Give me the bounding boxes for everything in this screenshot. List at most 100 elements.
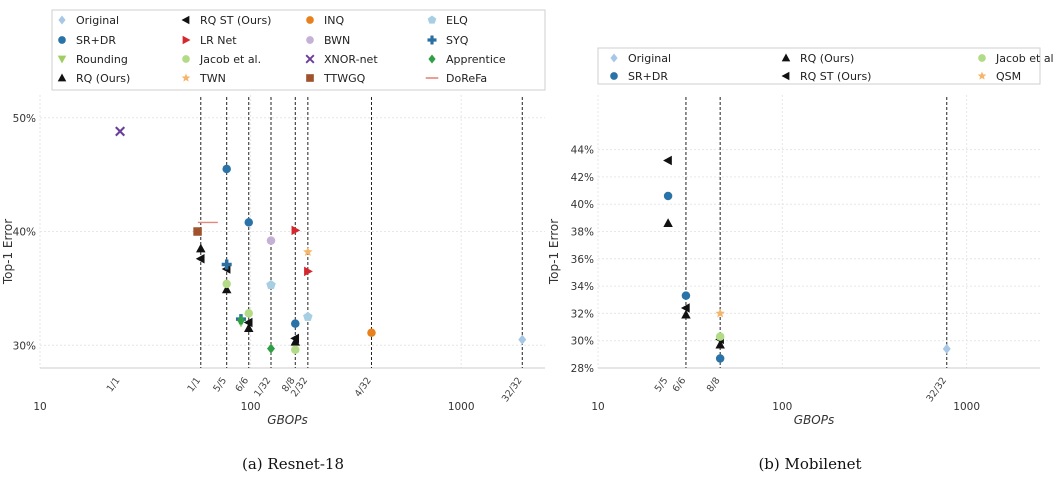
x-axis-title: GBOPs xyxy=(267,413,307,427)
legend-marker-original xyxy=(58,15,66,25)
legend-label-sr-dr: SR+DR xyxy=(76,34,116,47)
point-rq-st-ours xyxy=(195,254,205,264)
legend-marker-qsm xyxy=(977,71,987,80)
y-tick-label: 50% xyxy=(13,113,36,125)
point-rq-st-ours xyxy=(243,317,253,328)
bitwidth-label: 8/8 xyxy=(705,375,723,394)
bitwidth-label: 1/1 xyxy=(105,375,123,394)
legend-marker-elq xyxy=(427,15,437,24)
point-original xyxy=(518,334,527,345)
point-rq-ours xyxy=(663,218,673,228)
legend-label-elq: ELQ xyxy=(446,14,468,27)
y-tick-label: 32% xyxy=(571,308,594,320)
legend-label-original: Original xyxy=(76,14,119,27)
point-jacob-et-al xyxy=(244,309,253,318)
point-twn xyxy=(303,246,313,257)
point-xnor-net xyxy=(115,126,126,137)
legend-marker-inq xyxy=(306,16,314,24)
legend-label-apprentice: Apprentice xyxy=(446,53,506,66)
x-tick-label: 1000 xyxy=(448,401,475,413)
y-axis-title: Top-1 Error xyxy=(547,219,561,285)
legend-marker-original xyxy=(610,53,618,63)
legend-marker-rq-ours xyxy=(781,53,791,62)
legend-label-qsm: QSM xyxy=(996,70,1021,83)
legend: Original SR+DR RQ (Ours) RQ ST (Ours) Jacob … xyxy=(597,47,1054,85)
bitwidth-label: 4/32 xyxy=(353,375,374,399)
y-tick-label: 30% xyxy=(13,340,36,352)
point-apprentice xyxy=(236,315,245,326)
legend-marker-ttwgq xyxy=(306,74,314,82)
legend-marker-rq-ours xyxy=(57,73,67,82)
legend-label-rq-ours: RQ (Ours) xyxy=(800,52,854,65)
y-tick-label: 40% xyxy=(571,199,594,211)
caption-resnet18: (a) Resnet-18 xyxy=(242,455,344,473)
legend-label-rq-st-ours: RQ ST (Ours) xyxy=(200,14,271,27)
legend-label-sr-dr: SR+DR xyxy=(628,70,668,83)
point-rq-ours xyxy=(221,284,232,294)
x-tick-label: 1000 xyxy=(953,401,980,413)
point-rq-st-ours xyxy=(663,155,672,166)
legend-label-twn: TWN xyxy=(199,72,226,85)
data-points xyxy=(663,155,951,363)
point-jacob-et-al xyxy=(222,279,231,289)
point-sr-dr xyxy=(681,291,691,300)
point-sr-dr xyxy=(244,218,253,227)
legend-label-inq: INQ xyxy=(324,14,344,27)
point-original xyxy=(942,343,951,354)
y-tick-label: 42% xyxy=(571,172,594,184)
bitwidth-label: 32/32 xyxy=(924,375,949,404)
bitwidth-label: 5/5 xyxy=(211,375,229,394)
point-apprentice xyxy=(267,343,276,354)
y-tick-label: 38% xyxy=(571,227,594,239)
point-jacob-et-al xyxy=(291,345,300,355)
legend-marker-rounding xyxy=(57,55,67,64)
legend-marker-syq xyxy=(427,35,437,45)
x-tick-label: 10 xyxy=(33,401,46,413)
legend-marker-sr-dr xyxy=(58,36,66,44)
point-rq-st-ours xyxy=(290,333,300,344)
legend-label-jacob-et-al: Jacob et al xyxy=(995,52,1054,65)
point-rq-ours xyxy=(715,339,725,349)
legend: Original SR+DR Rounding RQ (Ours) RQ ST (Our… xyxy=(51,9,546,91)
legend-marker-lr-net xyxy=(182,35,191,45)
point-sr-dr xyxy=(715,354,725,363)
point-lr-net xyxy=(291,225,301,236)
point-elq xyxy=(303,311,313,321)
legend-box xyxy=(51,9,546,91)
point-sr-dr xyxy=(222,164,231,174)
legend-label-lr-net: LR Net xyxy=(200,34,237,47)
point-rq-ours xyxy=(681,309,691,319)
legend-marker-apprentice xyxy=(428,54,436,64)
point-jacob-et-al xyxy=(715,332,725,341)
legend-box xyxy=(597,47,1041,85)
legend-marker-sr-dr xyxy=(610,72,618,80)
point-qsm xyxy=(715,308,725,318)
legend-marker-rq-st-ours xyxy=(781,71,790,81)
y-tick-label: 30% xyxy=(571,336,594,348)
x-tick-label: 100 xyxy=(241,401,261,413)
bitwidth-label: 1/32 xyxy=(252,375,273,399)
point-rq-ours xyxy=(290,336,301,346)
point-sr-dr xyxy=(663,191,673,201)
bitwidth-label: 6/6 xyxy=(233,375,251,394)
bitwidth-label: 32/32 xyxy=(500,375,525,404)
y-axis-title: Top-1 Error xyxy=(1,219,15,285)
point-inq xyxy=(367,328,376,337)
legend-label-original: Original xyxy=(628,52,671,65)
legend-label-rounding: Rounding xyxy=(76,53,128,66)
legend-marker-jacob-et-al xyxy=(182,55,190,63)
data-points xyxy=(115,126,527,355)
caption-mobilenet: (b) Mobilenet xyxy=(758,455,861,473)
point-elq xyxy=(266,279,276,290)
bitwidth-label: 6/6 xyxy=(671,375,689,394)
legend-marker-twn xyxy=(181,73,191,82)
y-tick-label: 28% xyxy=(571,363,594,375)
bitwidth-label: 1/1 xyxy=(185,375,203,394)
y-tick-label: 44% xyxy=(571,145,594,157)
legend-label-xnor-net: XNOR-net xyxy=(324,53,378,66)
point-sr-dr xyxy=(291,319,300,328)
legend-label-ttwgq: TTWGQ xyxy=(323,72,366,85)
legend-marker-bwn xyxy=(306,36,314,44)
legend-label-jacob-et-al: Jacob et al. xyxy=(199,53,261,66)
chart-panel-mobilenet: 5/5 6/6 8/8 32/32 10 100 1000 28% 30% 32% 34% 36% 38… xyxy=(547,47,1054,427)
